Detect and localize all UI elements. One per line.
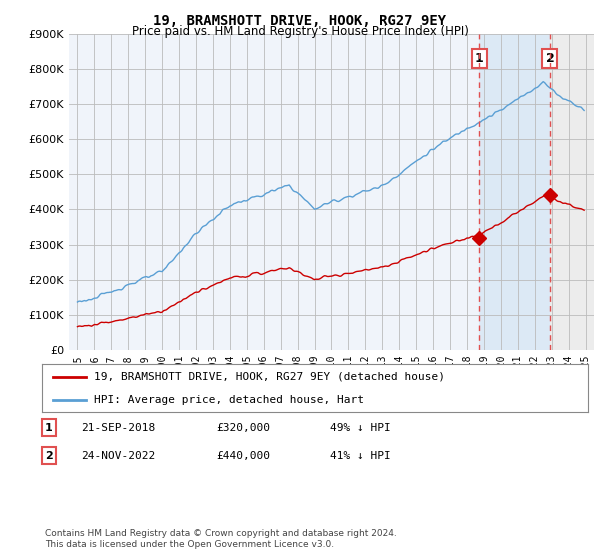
Text: 19, BRAMSHOTT DRIVE, HOOK, RG27 9EY (detached house): 19, BRAMSHOTT DRIVE, HOOK, RG27 9EY (det… [94, 372, 445, 382]
Text: 49% ↓ HPI: 49% ↓ HPI [330, 423, 391, 433]
Text: Contains HM Land Registry data © Crown copyright and database right 2024.
This d: Contains HM Land Registry data © Crown c… [45, 529, 397, 549]
Text: Price paid vs. HM Land Registry's House Price Index (HPI): Price paid vs. HM Land Registry's House … [131, 25, 469, 38]
Text: £320,000: £320,000 [216, 423, 270, 433]
Text: 19, BRAMSHOTT DRIVE, HOOK, RG27 9EY: 19, BRAMSHOTT DRIVE, HOOK, RG27 9EY [154, 14, 446, 28]
Text: 41% ↓ HPI: 41% ↓ HPI [330, 451, 391, 461]
Bar [479, 34, 550, 350]
Text: 24-NOV-2022: 24-NOV-2022 [81, 451, 155, 461]
Text: 1: 1 [45, 423, 53, 433]
Text: £440,000: £440,000 [216, 451, 270, 461]
Text: HPI: Average price, detached house, Hart: HPI: Average price, detached house, Hart [94, 395, 364, 405]
Text: 2: 2 [545, 52, 554, 65]
Text: 2: 2 [45, 451, 53, 461]
Bar [550, 34, 594, 350]
Text: 21-SEP-2018: 21-SEP-2018 [81, 423, 155, 433]
Text: 1: 1 [475, 52, 484, 65]
